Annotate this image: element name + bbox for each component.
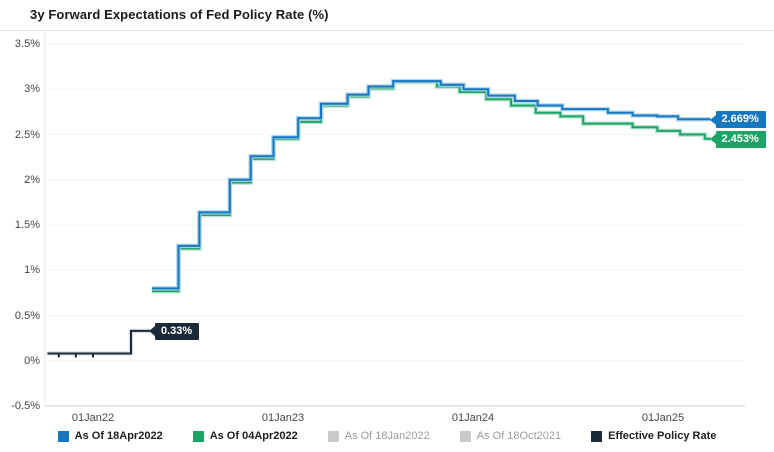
x-axis-tick-label: 01Jan25 [641,412,685,424]
legend-item-asof-18apr2022[interactable]: As Of 18Apr2022 [57,430,163,442]
y-axis-tick-label: 2% [24,173,40,186]
legend-item-label: As Of 04Apr2022 [209,430,298,442]
legend-item-label: Effective Policy Rate [608,430,717,442]
legend-item-effective-policy-rate[interactable]: Effective Policy Rate [591,430,716,442]
tag-pointer-icon [149,326,155,337]
legend-item-label: As Of 18Oct2021 [476,430,562,442]
tag-pointer-icon [709,114,716,125]
legend-swatch-icon [459,430,471,442]
legend-swatch-icon [192,430,204,442]
series-end-value-tag: 2.669% [709,111,766,129]
legend-item-asof-18oct2021[interactable]: As Of 18Oct2021 [459,430,562,442]
legend-swatch-icon [57,430,69,442]
series-end-value-tag: 0.33% [149,322,200,340]
y-axis-tick-label: 3% [24,83,40,96]
legend-swatch-icon [591,430,603,442]
series-line[interactable] [151,80,711,290]
legend-swatch-icon [327,430,339,442]
y-axis-tick-label: -0.5% [11,400,40,412]
x-axis-tick-label: 01Jan22 [71,412,115,424]
y-axis-tick-label: 0% [24,354,40,367]
title-separator [0,30,774,31]
tag-pointer-icon [709,134,716,145]
series-halo [47,328,150,356]
series-line[interactable] [47,329,150,355]
x-axis-tick-label: 01Jan24 [451,412,495,424]
series-marker [74,354,77,358]
legend-item-asof-04apr2022[interactable]: As Of 04Apr2022 [192,430,298,442]
y-axis-tick-label: 0.5% [14,309,40,322]
series-end-value-tag: 2.453% [709,130,766,148]
chart-title: 3y Forward Expectations of Fed Policy Ra… [30,7,329,22]
legend-item-asof-18jan2022[interactable]: As Of 18Jan2022 [327,430,430,442]
legend-item-label: As Of 18Jan2022 [344,430,430,442]
y-axis-tick-label: 1.5% [14,219,40,231]
legend-item-label: As Of 18Apr2022 [74,430,163,442]
y-axis-tick-label: 2.5% [14,128,40,141]
chart-legend: As Of 18Apr2022 As Of 04Apr2022 As Of 18… [0,430,774,442]
y-axis-tick-label: 3.5% [14,38,40,50]
y-axis-tick-label: 1% [24,264,40,277]
x-axis-tick-label: 01Jan23 [261,412,305,424]
series-marker [92,354,94,358]
series-marker [57,354,60,358]
